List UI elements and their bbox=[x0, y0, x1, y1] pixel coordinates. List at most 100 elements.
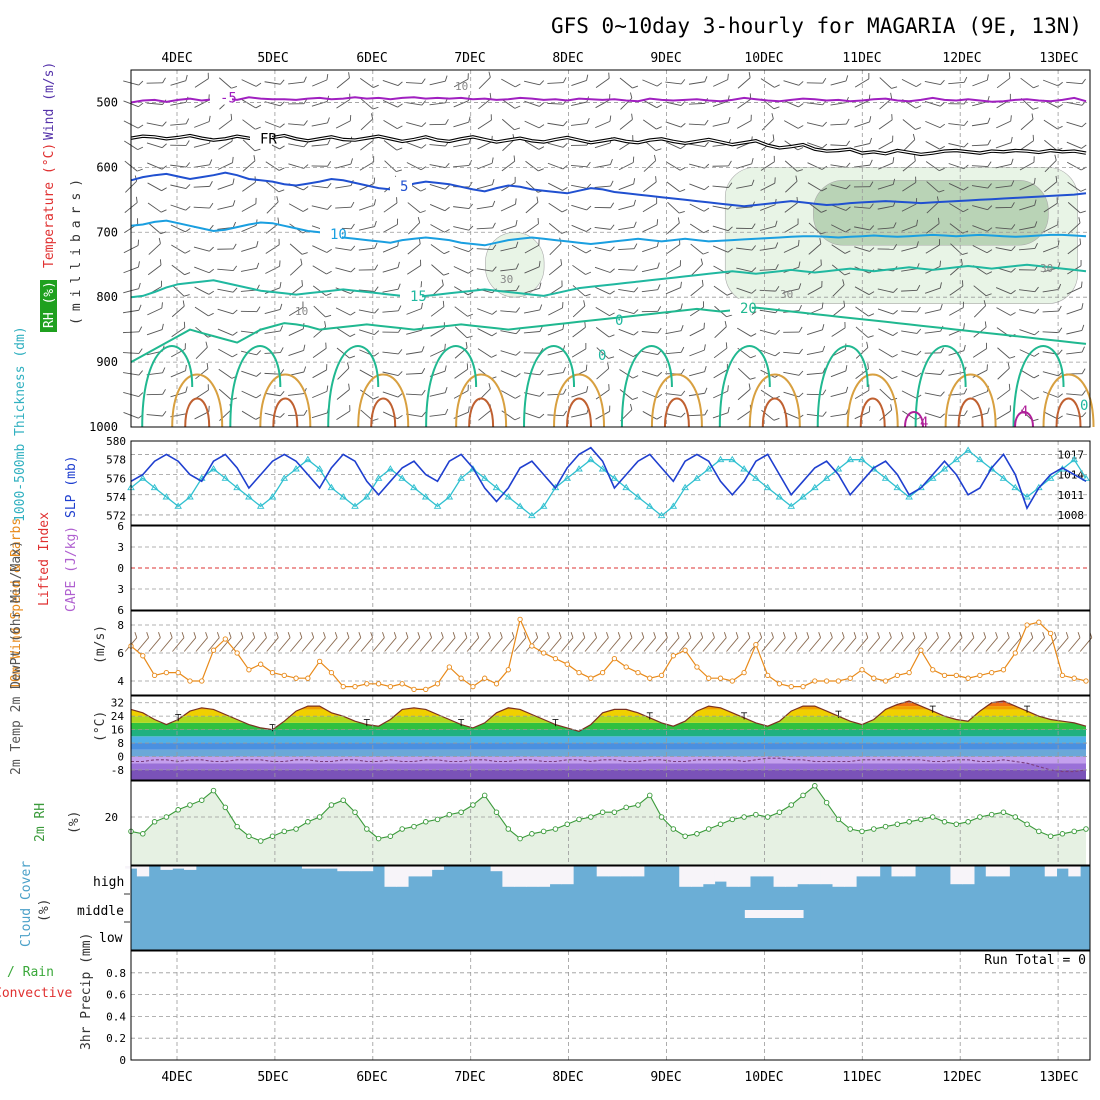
barb-shaft bbox=[972, 369, 988, 378]
wind-speed-marker bbox=[281, 672, 287, 679]
barb-shaft bbox=[146, 122, 163, 127]
cloud-unit-group: (%) bbox=[37, 899, 52, 922]
wind-barb bbox=[571, 407, 590, 418]
barb-shaft bbox=[903, 139, 916, 152]
isotherm-label: 20 bbox=[740, 301, 757, 317]
barb-shaft bbox=[372, 637, 385, 652]
wind-barb bbox=[690, 258, 703, 276]
wind-barb bbox=[948, 142, 969, 148]
barb-flag bbox=[632, 397, 639, 400]
barb-flag bbox=[138, 392, 144, 397]
barb-flag bbox=[562, 186, 568, 191]
barb-flag bbox=[397, 349, 403, 355]
wind-barb bbox=[1042, 391, 1063, 398]
barb-shaft bbox=[217, 205, 234, 210]
barb-shaft bbox=[406, 142, 422, 149]
wind-speed-marker bbox=[741, 669, 747, 676]
barb-flag bbox=[987, 161, 992, 167]
barb-shaft bbox=[594, 226, 611, 230]
barb-shaft bbox=[513, 637, 527, 652]
barb-flag bbox=[280, 347, 284, 353]
wind-barb bbox=[123, 120, 144, 129]
barb-flag bbox=[704, 185, 710, 191]
surface-wind-barb bbox=[219, 632, 232, 652]
wind-barb bbox=[383, 197, 398, 213]
barb-flag bbox=[468, 406, 470, 413]
barb-shaft bbox=[240, 267, 257, 272]
barb-flag bbox=[161, 323, 164, 330]
barb-shaft bbox=[476, 205, 493, 210]
barb-flag bbox=[489, 92, 492, 99]
thickness-marker bbox=[138, 474, 147, 481]
barb-flag bbox=[255, 104, 262, 109]
barb-shaft bbox=[396, 637, 409, 652]
barb-shaft bbox=[783, 100, 799, 108]
rh2m-marker bbox=[1036, 828, 1042, 835]
barb-shaft bbox=[171, 305, 185, 318]
barb-shaft bbox=[595, 99, 610, 109]
barb-flag bbox=[230, 113, 233, 120]
barb-shaft bbox=[193, 142, 210, 148]
surface-wind-barb bbox=[313, 632, 326, 652]
rh2m-marker bbox=[882, 823, 889, 830]
barb-shaft bbox=[571, 391, 587, 398]
thickness-marker bbox=[469, 465, 477, 472]
wind-barb bbox=[737, 71, 751, 89]
thickness-tick-label: 578 bbox=[106, 454, 126, 467]
rh2m-marker bbox=[281, 828, 288, 835]
barb-flag bbox=[630, 403, 633, 410]
humidity-contour bbox=[184, 397, 211, 428]
wind-barb bbox=[831, 244, 851, 254]
temp2m-label: 2m Temp 2m DewPt (6hr Min/Max) bbox=[9, 540, 24, 775]
thickness-marker bbox=[657, 511, 666, 519]
barb-shaft bbox=[312, 369, 327, 379]
barb-flag bbox=[821, 280, 823, 287]
barb-flag bbox=[280, 79, 285, 85]
thickness-marker bbox=[528, 511, 536, 519]
barb-shaft bbox=[217, 328, 233, 336]
barb-flag bbox=[986, 364, 988, 371]
wind-barb bbox=[854, 225, 875, 231]
barb-shaft bbox=[1067, 202, 1081, 214]
wind-barb bbox=[501, 118, 521, 131]
barb-flag bbox=[539, 413, 545, 419]
wind-barb bbox=[500, 350, 521, 356]
barb-flag bbox=[606, 632, 609, 638]
wind-barb bbox=[266, 196, 279, 214]
rh2m-marker bbox=[694, 831, 700, 837]
barb-shaft bbox=[148, 637, 161, 652]
wind-barb bbox=[312, 245, 332, 253]
wind-barb bbox=[218, 113, 233, 130]
barb-flag bbox=[1081, 368, 1086, 374]
barb-flag bbox=[256, 306, 261, 312]
barb-shaft bbox=[547, 82, 564, 84]
wind-barb bbox=[336, 93, 351, 109]
precip-tick-label: 0.8 bbox=[106, 967, 126, 980]
wind-speed-marker bbox=[163, 669, 170, 676]
barb-flag bbox=[727, 73, 729, 80]
barb-flag bbox=[465, 341, 468, 348]
barb-flag bbox=[138, 348, 143, 354]
barb-shaft bbox=[855, 637, 869, 652]
barb-shaft bbox=[170, 80, 186, 86]
wind-barb bbox=[1042, 283, 1062, 293]
barb-shaft bbox=[902, 160, 916, 172]
barb-shaft bbox=[783, 80, 799, 86]
barb-flag bbox=[468, 269, 474, 274]
wind-barb bbox=[736, 157, 754, 169]
barb-shaft bbox=[523, 331, 540, 334]
barb-shaft bbox=[430, 224, 445, 233]
barb-flag bbox=[264, 632, 267, 638]
wind-barb bbox=[431, 264, 450, 276]
contour-label: 0 bbox=[1080, 398, 1088, 414]
surface-wind-barb bbox=[678, 632, 692, 652]
barb-flag bbox=[844, 321, 846, 328]
barb-flag bbox=[1011, 202, 1015, 208]
rh2m-marker bbox=[871, 826, 877, 832]
wind-barb bbox=[877, 178, 896, 190]
barb-shaft bbox=[877, 205, 894, 210]
barb-flag bbox=[633, 221, 637, 228]
barb-shaft bbox=[759, 309, 776, 314]
barb-flag bbox=[441, 279, 444, 286]
barb-flag bbox=[421, 100, 426, 106]
